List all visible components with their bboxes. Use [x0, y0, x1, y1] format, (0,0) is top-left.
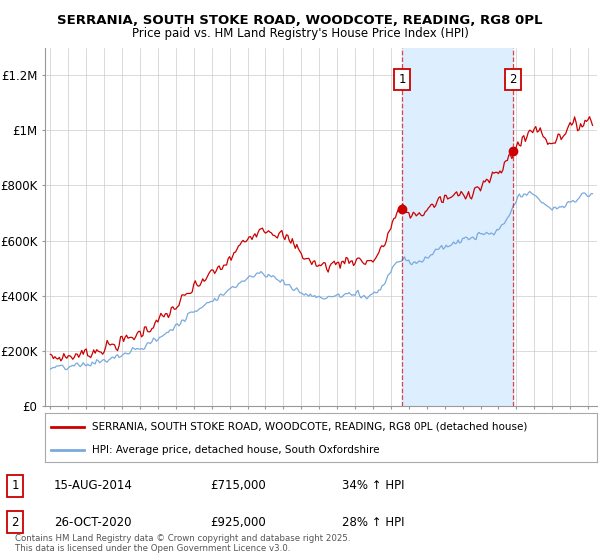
Text: HPI: Average price, detached house, South Oxfordshire: HPI: Average price, detached house, Sout… [92, 445, 379, 455]
Text: Contains HM Land Registry data © Crown copyright and database right 2025.
This d: Contains HM Land Registry data © Crown c… [15, 534, 350, 553]
Text: £925,000: £925,000 [210, 516, 266, 529]
Text: 2: 2 [11, 516, 19, 529]
Text: 2: 2 [509, 73, 517, 86]
Text: Price paid vs. HM Land Registry's House Price Index (HPI): Price paid vs. HM Land Registry's House … [131, 27, 469, 40]
Text: 15-AUG-2014: 15-AUG-2014 [54, 479, 133, 492]
Text: 28% ↑ HPI: 28% ↑ HPI [342, 516, 404, 529]
Text: £715,000: £715,000 [210, 479, 266, 492]
Text: 26-OCT-2020: 26-OCT-2020 [54, 516, 131, 529]
Text: SERRANIA, SOUTH STOKE ROAD, WOODCOTE, READING, RG8 0PL: SERRANIA, SOUTH STOKE ROAD, WOODCOTE, RE… [57, 14, 543, 27]
Text: 1: 1 [398, 73, 406, 86]
Text: 1: 1 [11, 479, 19, 492]
Text: 34% ↑ HPI: 34% ↑ HPI [342, 479, 404, 492]
Bar [402, 48, 513, 406]
Text: SERRANIA, SOUTH STOKE ROAD, WOODCOTE, READING, RG8 0PL (detached house): SERRANIA, SOUTH STOKE ROAD, WOODCOTE, RE… [92, 422, 527, 432]
